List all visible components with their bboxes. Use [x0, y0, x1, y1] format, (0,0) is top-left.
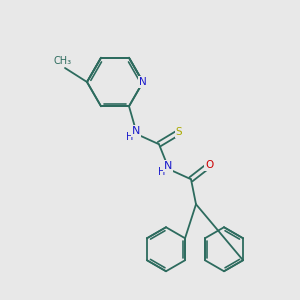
- Text: O: O: [205, 160, 213, 170]
- Text: N: N: [132, 126, 140, 136]
- Text: N: N: [164, 161, 172, 171]
- Text: N: N: [139, 77, 147, 87]
- Text: H: H: [126, 132, 134, 142]
- Text: CH₃: CH₃: [54, 56, 72, 66]
- Text: S: S: [176, 127, 182, 137]
- Text: H: H: [158, 167, 166, 177]
